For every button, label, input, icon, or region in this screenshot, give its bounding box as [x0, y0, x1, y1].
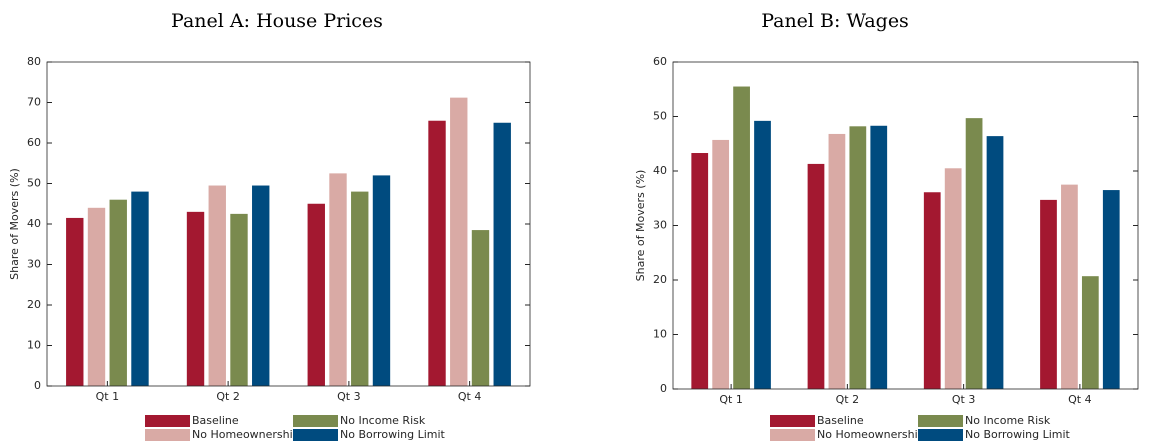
bar — [691, 153, 709, 389]
bar — [450, 97, 468, 386]
y-axis-label: Share of Movers (%) — [8, 168, 21, 280]
bar — [230, 213, 248, 386]
legend-swatch — [918, 429, 963, 441]
y-tick-label: 10 — [27, 339, 41, 352]
bar — [923, 192, 941, 389]
x-tick-label: Qt 1 — [96, 390, 119, 403]
bar — [733, 86, 750, 390]
bar — [1081, 276, 1099, 389]
y-tick-label: 20 — [653, 273, 667, 286]
bar — [965, 118, 983, 389]
y-tick-label: 50 — [27, 177, 41, 190]
bar — [807, 163, 825, 389]
bar — [1102, 190, 1120, 389]
bar — [471, 230, 490, 386]
legend-label: Baseline — [192, 414, 239, 427]
bar — [986, 136, 1004, 389]
legend-swatch — [145, 429, 190, 441]
bar — [372, 175, 391, 386]
bar — [870, 125, 888, 389]
bar — [252, 185, 270, 386]
legend-label: No Income Risk — [340, 414, 426, 427]
axes-box — [672, 61, 1139, 390]
y-tick-label: 60 — [653, 55, 667, 68]
legend-swatch — [770, 429, 815, 441]
legend-swatch — [145, 415, 190, 427]
x-tick-label: Qt 2 — [216, 390, 239, 403]
legend-label: Baseline — [817, 414, 864, 427]
y-tick-label: 60 — [27, 136, 41, 149]
legend-swatch — [918, 415, 963, 427]
bar — [329, 173, 347, 386]
bar — [493, 122, 511, 386]
bar — [944, 168, 962, 389]
chart-title: Panel A: House Prices — [171, 10, 383, 32]
y-tick-label: 0 — [660, 382, 667, 395]
bar — [186, 211, 205, 386]
legend-label: No Borrowing Limit — [340, 428, 446, 441]
y-tick-label: 50 — [653, 110, 667, 123]
legend-swatch — [293, 415, 338, 427]
bar — [1061, 184, 1078, 389]
bar — [109, 199, 127, 386]
x-tick-label: Qt 4 — [458, 390, 481, 403]
bar — [307, 203, 325, 386]
y-axis-label: Share of Movers (%) — [634, 170, 647, 282]
axes-box — [46, 61, 531, 387]
y-tick-label: 40 — [27, 217, 41, 230]
bar — [712, 139, 730, 389]
legend-label: No Borrowing Limit — [965, 428, 1071, 441]
y-tick-label: 80 — [27, 55, 41, 68]
bar — [1040, 199, 1057, 389]
chart-title: Panel B: Wages — [761, 10, 909, 32]
bar — [828, 133, 846, 389]
legend-swatch — [770, 415, 815, 427]
x-tick-label: Qt 1 — [719, 393, 742, 406]
bar — [131, 191, 149, 386]
y-tick-label: 40 — [653, 164, 667, 177]
x-tick-label: Qt 2 — [836, 393, 859, 406]
bar — [208, 185, 226, 386]
y-tick-label: 0 — [34, 379, 41, 392]
y-tick-label: 30 — [653, 219, 667, 232]
y-tick-label: 20 — [27, 298, 41, 311]
bar — [87, 207, 106, 386]
y-tick-label: 70 — [27, 96, 41, 109]
bar — [428, 120, 446, 386]
y-tick-label: 30 — [27, 258, 41, 271]
bar — [754, 120, 771, 390]
x-tick-label: Qt 3 — [337, 390, 360, 403]
bar — [66, 217, 84, 386]
legend-label: No Income Risk — [965, 414, 1051, 427]
legend-label: No Homeownership — [192, 428, 300, 441]
legend-label: No Homeownership — [817, 428, 925, 441]
y-tick-label: 10 — [653, 328, 667, 341]
bar — [849, 126, 867, 389]
x-tick-label: Qt 4 — [1068, 393, 1091, 406]
bar — [351, 191, 369, 386]
x-tick-label: Qt 3 — [952, 393, 975, 406]
legend-swatch — [293, 429, 338, 441]
